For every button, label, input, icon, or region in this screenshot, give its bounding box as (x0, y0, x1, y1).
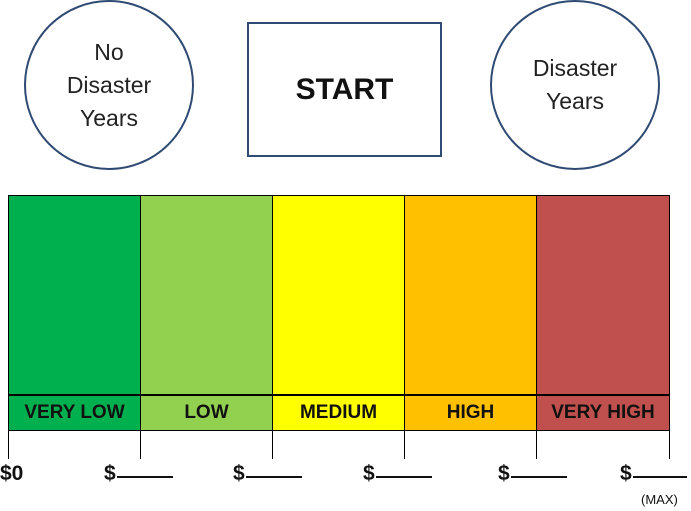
band-very-low (8, 195, 141, 395)
amount-5: $ (620, 462, 687, 486)
tick-2 (272, 431, 273, 459)
disaster-years-circle: Disaster Years (490, 0, 660, 170)
tick-0 (8, 431, 9, 459)
amount-0-text: $0 (0, 462, 24, 485)
amount-5-text: $ (620, 462, 632, 485)
max-note: (MAX) (641, 492, 678, 507)
tick-1 (140, 431, 141, 459)
band-high (404, 195, 537, 395)
amount-4-blank (510, 476, 567, 478)
level-label-medium: MEDIUM (272, 395, 405, 431)
risk-scale: VERY LOW LOW MEDIUM HIGH VERY HIGH (8, 195, 670, 459)
level-label-very-high: VERY HIGH (536, 395, 670, 431)
amount-2: $ (233, 462, 302, 486)
amount-1: $ (104, 462, 173, 486)
amount-4-text: $ (498, 462, 510, 485)
disaster-years-label: Disaster Years (532, 55, 618, 114)
no-disaster-years-label: No Disaster Years (66, 38, 152, 131)
amount-5-blank (632, 476, 687, 478)
band-medium (272, 195, 405, 395)
amount-3-blank (375, 476, 432, 478)
amount-1-text: $ (104, 462, 116, 485)
amount-3: $ (363, 462, 432, 486)
amount-2-text: $ (233, 462, 245, 485)
level-label-high: HIGH (404, 395, 537, 431)
tick-5 (669, 431, 670, 459)
level-label-low: LOW (140, 395, 273, 431)
tick-4 (536, 431, 537, 459)
amount-3-text: $ (363, 462, 375, 485)
band-very-high (536, 195, 670, 395)
amount-0: $0 (0, 462, 23, 486)
amount-1-blank (116, 476, 173, 478)
start-box: START (247, 22, 442, 157)
amount-4: $ (498, 462, 567, 486)
amount-2-blank (245, 476, 302, 478)
tick-3 (404, 431, 405, 459)
band-low (140, 195, 273, 395)
level-label-very-low: VERY LOW (8, 395, 141, 431)
no-disaster-years-circle: No Disaster Years (24, 0, 194, 170)
start-label: START (295, 72, 394, 106)
